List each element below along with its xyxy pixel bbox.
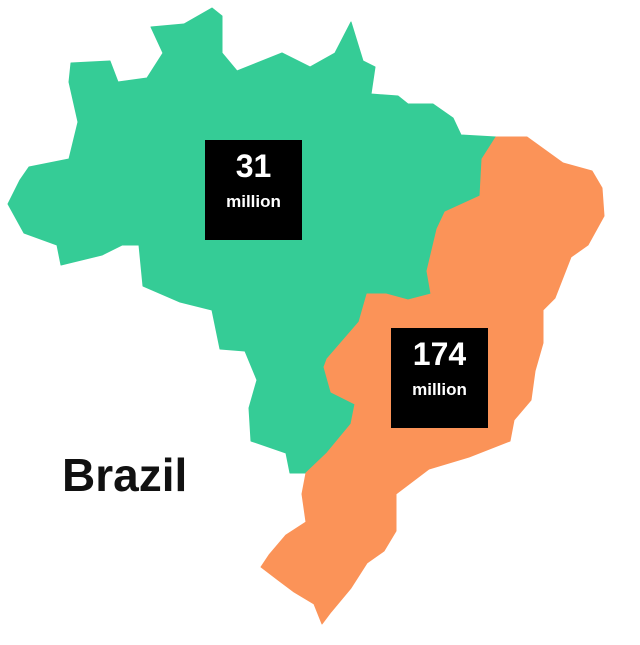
population-unit: million bbox=[412, 380, 467, 399]
population-unit: million bbox=[226, 192, 281, 211]
population-label-north: 31 million bbox=[205, 140, 302, 240]
population-label-south: 174 million bbox=[391, 328, 488, 428]
population-value: 31 bbox=[235, 148, 272, 184]
map-title: Brazil bbox=[62, 449, 188, 501]
population-value: 174 bbox=[412, 336, 467, 372]
